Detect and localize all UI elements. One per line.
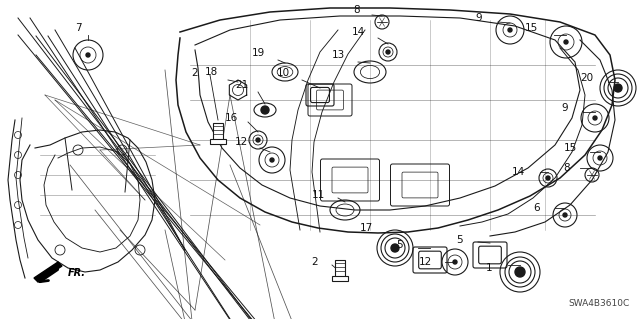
Circle shape (508, 28, 512, 32)
Text: 20: 20 (580, 73, 593, 83)
Text: 14: 14 (352, 27, 365, 37)
Bar (213, 123, 223, 141)
Text: 21: 21 (235, 80, 248, 90)
Text: 9: 9 (476, 13, 482, 23)
Text: 12: 12 (419, 257, 432, 267)
Circle shape (453, 260, 457, 264)
Circle shape (386, 50, 390, 54)
Text: 8: 8 (353, 5, 360, 15)
Text: 6: 6 (533, 203, 540, 213)
Text: 15: 15 (564, 143, 577, 153)
Text: 18: 18 (205, 67, 218, 77)
Text: 10: 10 (277, 68, 290, 78)
Text: SWA4B3610C: SWA4B3610C (569, 299, 630, 308)
Circle shape (564, 40, 568, 44)
Circle shape (391, 244, 399, 252)
Text: 11: 11 (312, 190, 325, 200)
Text: 12: 12 (235, 137, 248, 147)
Text: 16: 16 (225, 113, 238, 123)
Bar (335, 260, 345, 278)
Circle shape (515, 267, 525, 277)
Text: 5: 5 (396, 240, 403, 250)
Circle shape (256, 138, 260, 142)
Text: FR.: FR. (68, 268, 86, 278)
Circle shape (563, 213, 567, 217)
Bar (210, 139, 226, 144)
Circle shape (614, 84, 622, 92)
Circle shape (86, 53, 90, 57)
Text: 14: 14 (512, 167, 525, 177)
Text: 8: 8 (563, 163, 570, 173)
Text: 5: 5 (456, 235, 463, 245)
Text: 13: 13 (332, 50, 345, 60)
Circle shape (598, 156, 602, 160)
Circle shape (261, 106, 269, 114)
Circle shape (546, 176, 550, 180)
Text: 15: 15 (525, 23, 538, 33)
Text: 2: 2 (191, 68, 198, 78)
Text: 19: 19 (252, 48, 265, 58)
Text: 2: 2 (312, 257, 318, 267)
Circle shape (593, 116, 597, 120)
Polygon shape (34, 262, 62, 282)
Text: 9: 9 (561, 103, 568, 113)
Circle shape (270, 158, 274, 162)
Text: 17: 17 (360, 223, 373, 233)
Bar (332, 276, 348, 281)
Text: 7: 7 (75, 23, 81, 33)
Text: 1: 1 (485, 263, 492, 273)
